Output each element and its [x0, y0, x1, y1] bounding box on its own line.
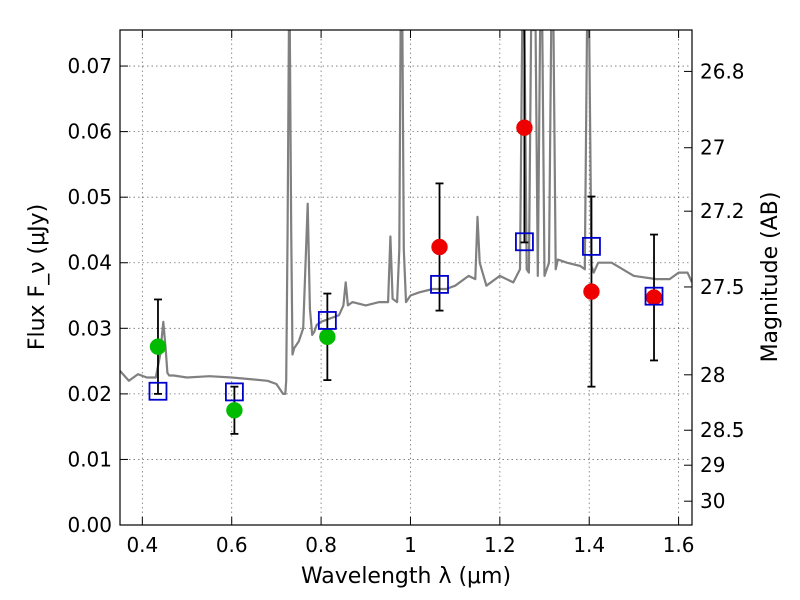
model-spectrum-line	[120, 30, 692, 395]
grid	[120, 30, 692, 526]
y2-tick-label: 27	[700, 136, 725, 160]
y2-tick-label: 30	[700, 489, 725, 513]
y-tick-label: 0.01	[67, 447, 112, 471]
green-data-point	[226, 402, 243, 419]
x-tick-label: 1.6	[663, 533, 695, 557]
y2-tick-label: 27.2	[700, 199, 745, 223]
y-tick-label: 0.00	[67, 513, 112, 537]
green-data-point	[319, 328, 336, 346]
model-photometry-square	[224, 382, 244, 402]
y-tick-label: 0.05	[67, 185, 112, 209]
y2-axis-label: Magnitude (AB)	[758, 192, 783, 363]
y-tick-label: 0.07	[67, 54, 112, 78]
x-tick-label: 0.4	[126, 533, 158, 557]
tick-labels: 0.4 0.6 0.8 1 1.2 1.4 1.6 0.00 0.01 0.02 0.03 0.04 0…	[67, 54, 744, 557]
red-data-point	[516, 119, 533, 136]
model-photometry-square	[148, 381, 168, 401]
y-tick-label: 0.04	[67, 251, 112, 275]
red-data-point	[583, 283, 600, 300]
model-photometry-square	[644, 286, 664, 306]
red-data-point	[431, 238, 448, 256]
y2-tick-label: 27.5	[700, 275, 745, 299]
green-data-point	[149, 338, 167, 355]
x-tick-label: 0.6	[216, 533, 248, 557]
y-tick-label: 0.06	[67, 120, 112, 144]
plot-frame	[119, 29, 693, 526]
plot-area	[120, 30, 692, 435]
model-photometry-square	[430, 274, 449, 294]
axes-ticks	[120, 30, 692, 526]
model-photometry-square	[317, 311, 337, 330]
model-photometry-square	[515, 232, 534, 252]
x-tick-label: 0.8	[305, 533, 337, 557]
y2-tick-label: 26.8	[700, 59, 745, 83]
x-tick-label: 1	[404, 533, 417, 557]
x-tick-label: 1.4	[573, 533, 605, 557]
x-tick-label: 1.2	[484, 533, 516, 557]
y2-tick-label: 28.5	[700, 418, 745, 442]
model-photometry-square	[582, 236, 601, 256]
y2-tick-label: 29	[700, 453, 725, 477]
y-axis-label: Flux F_ν (μJy)	[25, 204, 50, 350]
x-axis-label: Wavelength λ (μm)	[301, 564, 511, 589]
y-tick-label: 0.02	[67, 382, 112, 406]
y-tick-label: 0.03	[67, 316, 112, 340]
red-data-point	[645, 289, 663, 306]
y2-tick-label: 28	[700, 363, 725, 387]
